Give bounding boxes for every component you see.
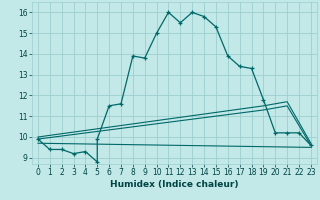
X-axis label: Humidex (Indice chaleur): Humidex (Indice chaleur): [110, 180, 239, 189]
